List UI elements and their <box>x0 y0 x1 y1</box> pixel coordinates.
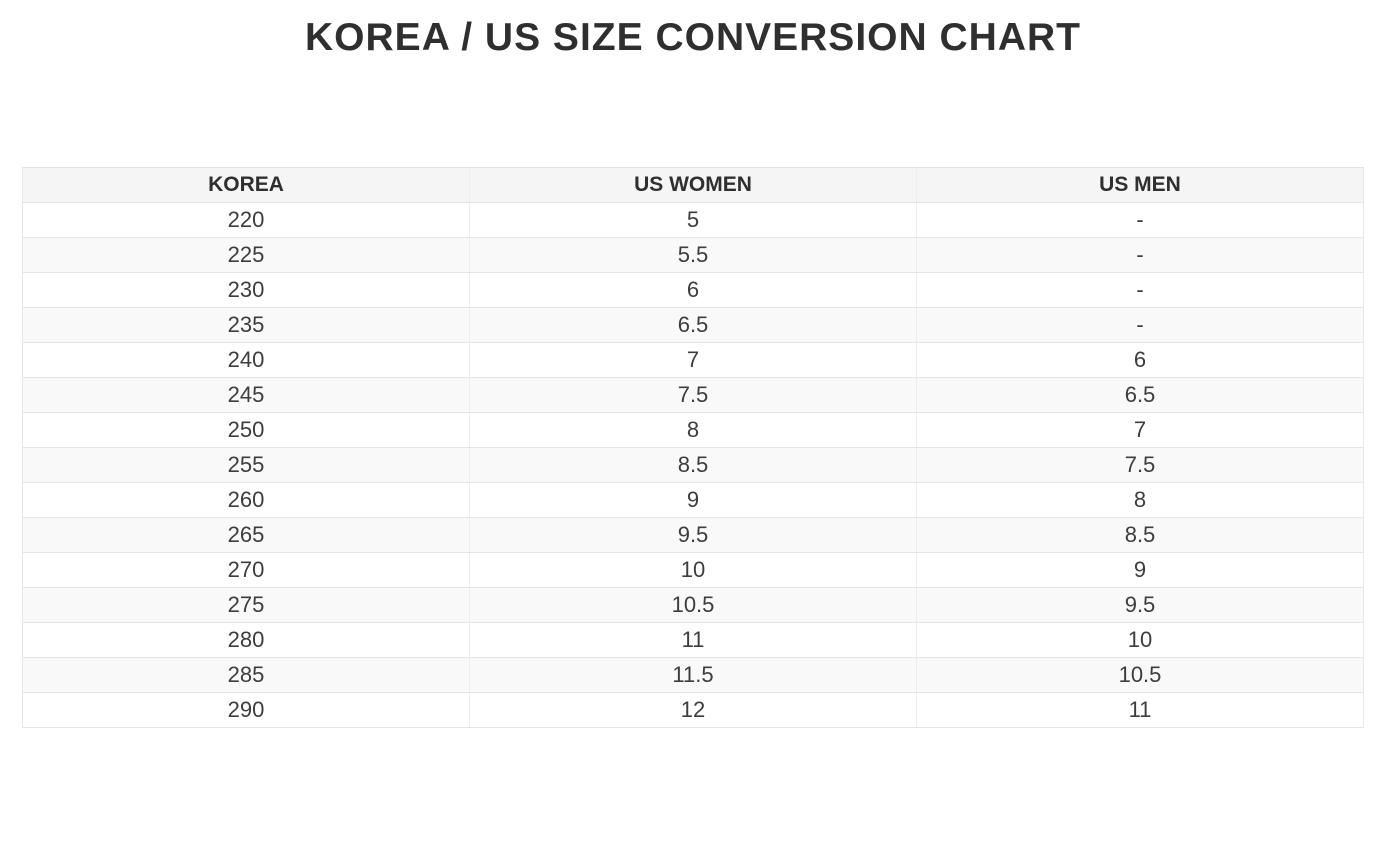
table-cell: 9 <box>916 552 1364 588</box>
table-cell: 7 <box>469 342 917 378</box>
table-cell: 260 <box>22 482 470 518</box>
table-row: 235 6.5- <box>22 307 1364 343</box>
table-cell: 10 <box>916 622 1364 658</box>
table-cell: 290 <box>22 692 470 728</box>
table-cell: 6.5 <box>469 307 917 343</box>
table-cell: 285 <box>22 657 470 693</box>
table-cell: 8 <box>916 482 1364 518</box>
column-header-us-women: US WOMEN <box>469 167 917 203</box>
table-cell: 250 <box>22 412 470 448</box>
table-cell: 10.5 <box>916 657 1364 693</box>
table-cell: 270 <box>22 552 470 588</box>
table-row: 225 5.5- <box>22 237 1364 273</box>
table-head-row: KOREA US WOMEN US MEN <box>22 167 1364 203</box>
table-cell: 7 <box>916 412 1364 448</box>
table-cell: 9.5 <box>469 517 917 553</box>
table-cell: 265 <box>22 517 470 553</box>
table-cell: 12 <box>469 692 917 728</box>
table-row: 280 11 10 <box>22 622 1364 658</box>
table-cell: 220 <box>22 202 470 238</box>
table-row: 285 11.5 10.5 <box>22 657 1364 693</box>
table-cell: 280 <box>22 622 470 658</box>
table-cell: 10 <box>469 552 917 588</box>
table-cell: 225 <box>22 237 470 273</box>
table-cell: 240 <box>22 342 470 378</box>
table-cell: 8 <box>469 412 917 448</box>
table-row: 240 7 6 <box>22 342 1364 378</box>
column-header-korea: KOREA <box>22 167 470 203</box>
table-cell: 9 <box>469 482 917 518</box>
table-cell: 5 <box>469 202 917 238</box>
table-cell: - <box>916 202 1364 238</box>
table-cell: 9.5 <box>916 587 1364 623</box>
page-title: KOREA / US SIZE CONVERSION CHART <box>305 16 1081 59</box>
size-conversion-table: KOREA US WOMEN US MEN 220 5-225 5.5-230 6-235… <box>22 167 1364 728</box>
table-cell: 6 <box>469 272 917 308</box>
table-row: 270 10 9 <box>22 552 1364 588</box>
table-cell: 7.5 <box>469 377 917 413</box>
table-cell: 11.5 <box>469 657 917 693</box>
table-cell: - <box>916 272 1364 308</box>
table-cell: 8.5 <box>469 447 917 483</box>
table-cell: 230 <box>22 272 470 308</box>
table-row: 255 8.5 7.5 <box>22 447 1364 483</box>
table-cell: 6 <box>916 342 1364 378</box>
table-cell: 10.5 <box>469 587 917 623</box>
table-body: 220 5-225 5.5-230 6-235 6.5-240 7 6 245 7.5 6.5 25… <box>22 202 1364 728</box>
table-cell: 8.5 <box>916 517 1364 553</box>
table-cell: 7.5 <box>916 447 1364 483</box>
table-row: 265 9.5 8.5 <box>22 517 1364 553</box>
column-header-us-men: US MEN <box>916 167 1364 203</box>
table-cell: 11 <box>916 692 1364 728</box>
table-row: 245 7.5 6.5 <box>22 377 1364 413</box>
table-cell: 6.5 <box>916 377 1364 413</box>
table-header: KOREA US WOMEN US MEN <box>22 167 1364 203</box>
table-cell: 11 <box>469 622 917 658</box>
table-cell: - <box>916 307 1364 343</box>
table-cell: 255 <box>22 447 470 483</box>
table-row: 230 6- <box>22 272 1364 308</box>
table-cell: 245 <box>22 377 470 413</box>
table-cell: 275 <box>22 587 470 623</box>
table-row: 290 12 11 <box>22 692 1364 728</box>
table-row: 220 5- <box>22 202 1364 238</box>
table-row: 275 10.5 9.5 <box>22 587 1364 623</box>
table-row: 250 8 7 <box>22 412 1364 448</box>
table-cell: 235 <box>22 307 470 343</box>
table-cell: - <box>916 237 1364 273</box>
table-cell: 5.5 <box>469 237 917 273</box>
table-row: 260 9 8 <box>22 482 1364 518</box>
